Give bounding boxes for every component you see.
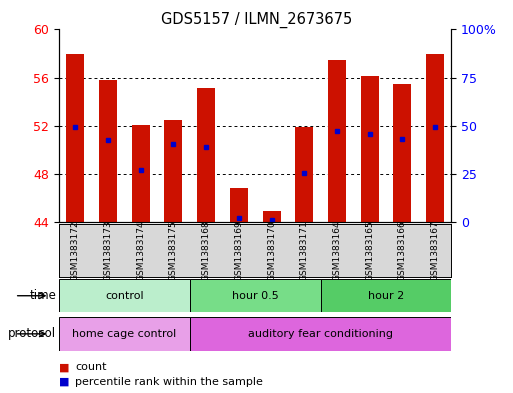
Text: GSM1383170: GSM1383170	[267, 220, 276, 281]
Text: GSM1383171: GSM1383171	[300, 220, 309, 281]
Bar	[190, 279, 321, 312]
Bar	[321, 279, 451, 312]
Bar	[263, 211, 281, 222]
Bar	[197, 88, 215, 222]
Text: ■: ■	[59, 377, 69, 387]
Bar	[59, 317, 190, 351]
Text: home cage control: home cage control	[72, 329, 176, 339]
Text: ■: ■	[59, 362, 69, 373]
Text: GDS5157 / ILMN_2673675: GDS5157 / ILMN_2673675	[161, 12, 352, 28]
Text: GSM1383168: GSM1383168	[202, 220, 211, 281]
Text: protocol: protocol	[8, 327, 56, 340]
Text: GSM1383174: GSM1383174	[136, 220, 145, 281]
Text: percentile rank within the sample: percentile rank within the sample	[75, 377, 263, 387]
Bar	[132, 125, 150, 222]
Bar	[295, 127, 313, 222]
Bar	[190, 317, 451, 351]
Text: GSM1383169: GSM1383169	[234, 220, 243, 281]
Text: GSM1383167: GSM1383167	[430, 220, 440, 281]
Text: GSM1383175: GSM1383175	[169, 220, 178, 281]
Text: control: control	[105, 291, 144, 301]
Text: GSM1383166: GSM1383166	[398, 220, 407, 281]
Bar	[230, 188, 248, 222]
Bar	[165, 120, 183, 222]
Text: GSM1383164: GSM1383164	[332, 220, 342, 281]
Bar	[66, 53, 84, 222]
Text: time: time	[30, 289, 56, 302]
Bar	[328, 60, 346, 222]
Bar	[426, 53, 444, 222]
Bar	[59, 279, 190, 312]
Text: auditory fear conditioning: auditory fear conditioning	[248, 329, 393, 339]
Text: GSM1383173: GSM1383173	[104, 220, 112, 281]
Text: count: count	[75, 362, 107, 373]
Text: GSM1383165: GSM1383165	[365, 220, 374, 281]
Bar	[361, 76, 379, 222]
Text: GSM1383172: GSM1383172	[71, 220, 80, 281]
Bar	[99, 80, 117, 222]
Bar	[393, 84, 411, 222]
Text: hour 2: hour 2	[368, 291, 404, 301]
Text: hour 0.5: hour 0.5	[232, 291, 279, 301]
